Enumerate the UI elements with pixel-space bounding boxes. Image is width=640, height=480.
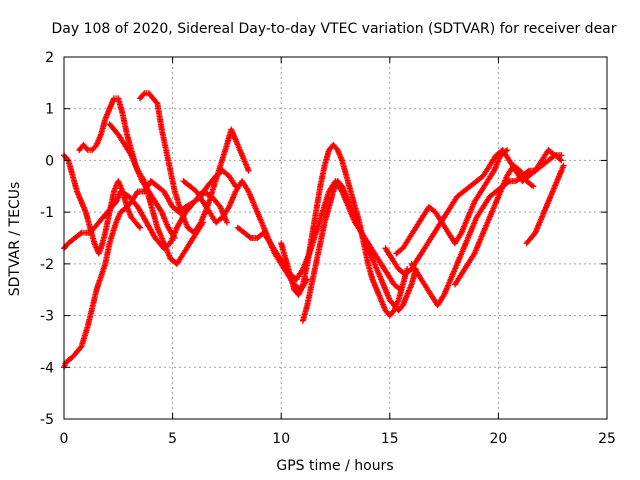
series-sat-l <box>393 147 511 257</box>
x-tick-label: 5 <box>168 431 177 447</box>
series-sat-i <box>278 141 411 319</box>
axis-ticks <box>63 56 608 420</box>
y-tick-label: -5 <box>40 412 54 428</box>
x-tick-label: 25 <box>598 431 616 447</box>
series-sat-j <box>299 178 419 324</box>
series-sat-e <box>106 121 206 267</box>
y-tick-label: 0 <box>45 153 54 169</box>
y-tick-label: -4 <box>40 360 54 376</box>
y-tick-label: 1 <box>45 102 54 118</box>
series-markers <box>137 90 252 236</box>
series-sat-d <box>76 95 178 241</box>
series-sat-f <box>137 90 252 236</box>
x-tick-label: 0 <box>60 431 69 447</box>
x-tick-label: 15 <box>381 431 399 447</box>
x-tick-label: 10 <box>272 431 290 447</box>
series-markers <box>408 152 565 309</box>
y-tick-label: 2 <box>45 50 54 66</box>
series-markers <box>393 147 511 257</box>
series-markers <box>452 162 537 288</box>
x-tick-labels: 0 5 10 15 20 25 <box>60 431 616 447</box>
grid <box>64 57 607 419</box>
y-tick-label: -3 <box>40 309 54 325</box>
series-markers <box>106 121 206 267</box>
data-marks <box>61 90 567 371</box>
series-markers <box>278 141 411 319</box>
series-sat-n <box>452 162 537 288</box>
series-markers <box>523 162 567 247</box>
y-tick-label: -1 <box>40 205 54 221</box>
series-sat-m <box>408 152 565 309</box>
y-axis-label: SDTVAR / TECUs <box>7 182 23 297</box>
series-sat-o <box>523 162 567 247</box>
series-markers <box>76 95 178 241</box>
x-axis-label: GPS time / hours <box>276 458 393 474</box>
y-tick-label: -2 <box>40 257 54 273</box>
y-tick-labels: -5 -4 -3 -2 -1 0 1 2 <box>40 50 54 428</box>
x-tick-label: 20 <box>489 431 507 447</box>
chart-title: Day 108 of 2020, Sidereal Day-to-day VTE… <box>51 21 616 37</box>
series-markers <box>299 178 419 324</box>
plot-frame <box>63 56 608 420</box>
